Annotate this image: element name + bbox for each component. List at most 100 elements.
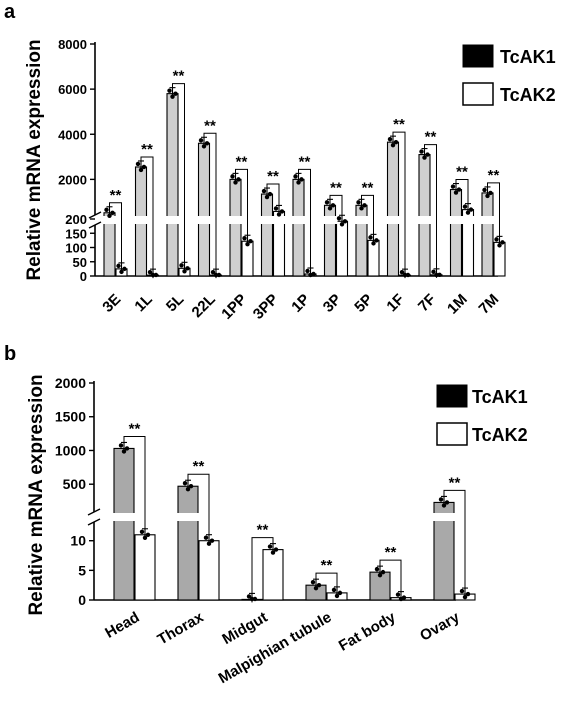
replicate-point <box>267 544 273 549</box>
significance-label: ** <box>330 179 342 196</box>
replicate-point <box>188 484 194 489</box>
significance-bracket <box>379 559 402 592</box>
bar-tcak1 <box>449 188 463 277</box>
replicate-point <box>395 592 401 597</box>
category-label: 1M <box>444 291 471 318</box>
replicate-point <box>273 547 279 552</box>
replicate-point <box>393 139 399 145</box>
replicate-point <box>362 203 367 208</box>
replicate-point <box>336 216 342 221</box>
significance-bracket <box>487 182 500 237</box>
replicate-point <box>185 266 190 271</box>
bar-tcak1 <box>355 204 368 277</box>
replicate-point <box>399 269 405 275</box>
replicate-point <box>119 269 124 275</box>
category-label: Ovary <box>417 608 463 644</box>
bar-tcak1 <box>481 192 494 277</box>
replicate-point <box>138 167 144 173</box>
replicate-point <box>310 579 316 585</box>
bar-break-gap <box>165 216 180 224</box>
replicate-point <box>267 191 273 197</box>
significance-bracket <box>251 537 274 594</box>
significance-bracket <box>424 144 437 269</box>
significance-label: ** <box>456 164 468 181</box>
category-label: 1L <box>131 291 155 315</box>
replicate-point <box>485 193 490 199</box>
replicate-point <box>142 535 148 540</box>
significance-label: ** <box>449 474 461 491</box>
replicate-point <box>204 141 210 146</box>
replicate-point <box>279 209 285 214</box>
replicate-point <box>459 588 465 594</box>
category-label: 5L <box>163 291 187 315</box>
replicate-point <box>299 177 304 182</box>
y-tick-label: 150 <box>65 226 87 241</box>
bar-break-gap <box>259 216 275 224</box>
y-tick-label: 1000 <box>55 442 86 458</box>
replicate-point <box>374 566 380 572</box>
y-tick-label: 5 <box>78 562 86 578</box>
category-label: Head <box>102 609 142 642</box>
significance-label: ** <box>110 187 122 204</box>
significance-bracket <box>361 194 374 235</box>
axis-break-mark <box>87 508 101 516</box>
significance-bracket <box>298 168 311 269</box>
replicate-point <box>173 91 178 96</box>
replicate-point <box>371 241 376 246</box>
replicate-point <box>316 582 322 588</box>
replicate-point <box>331 587 337 593</box>
replicate-point <box>252 596 258 602</box>
y-tick-label: 2000 <box>55 375 86 391</box>
axis-break-mark <box>87 518 101 526</box>
replicate-point <box>182 481 188 486</box>
bar-break-gap <box>385 216 401 224</box>
significance-bracket <box>123 435 146 529</box>
bar-break-gap <box>228 216 243 224</box>
bar-break-gap <box>271 216 287 224</box>
legend-label-tcak1: TcAK1 <box>472 387 528 407</box>
significance-bracket <box>266 183 280 206</box>
significance-label: ** <box>141 141 153 158</box>
replicate-point <box>390 142 396 148</box>
panel-letter-a: a <box>4 1 16 23</box>
bar-break-gap <box>417 216 432 224</box>
replicate-point <box>482 187 487 193</box>
category-label: Fat body <box>336 608 399 654</box>
significance-label: ** <box>257 522 269 539</box>
y-axis-label: Relative mRNA expression <box>26 374 47 615</box>
replicate-point <box>405 272 411 278</box>
replicate-point <box>465 591 471 597</box>
significance-bracket <box>203 132 217 270</box>
legend-swatch-tcak1 <box>436 384 468 408</box>
replicate-point <box>107 213 112 218</box>
bar-break-gap <box>291 216 306 224</box>
replicate-point <box>374 238 379 243</box>
y-axis-label: Relative mRNA expression <box>24 39 45 280</box>
legend-label-tcak2: TcAK2 <box>500 85 556 105</box>
replicate-point <box>182 269 187 274</box>
bar-break-gap <box>432 513 456 521</box>
replicate-point <box>387 136 393 142</box>
replicate-point <box>273 206 279 211</box>
category-label: 5P <box>351 291 376 316</box>
replicate-point <box>124 446 130 451</box>
replicate-point <box>438 497 444 502</box>
replicate-point <box>206 541 212 546</box>
significance-label: ** <box>321 557 333 574</box>
replicate-point <box>488 190 493 196</box>
replicate-point <box>419 149 424 154</box>
replicate-point <box>453 190 459 195</box>
y-tick-label: 0 <box>78 592 86 608</box>
bar-tcak2 <box>262 549 284 601</box>
y-tick-label: 0 <box>80 269 87 284</box>
significance-bracket <box>109 202 122 263</box>
replicate-point <box>437 272 442 278</box>
replicate-point <box>494 237 499 242</box>
bar-tcak1 <box>197 142 211 277</box>
bar-tcak1 <box>323 204 337 277</box>
category-label: 22L <box>189 291 219 321</box>
replicate-point <box>324 200 330 205</box>
significance-label: ** <box>299 153 311 170</box>
